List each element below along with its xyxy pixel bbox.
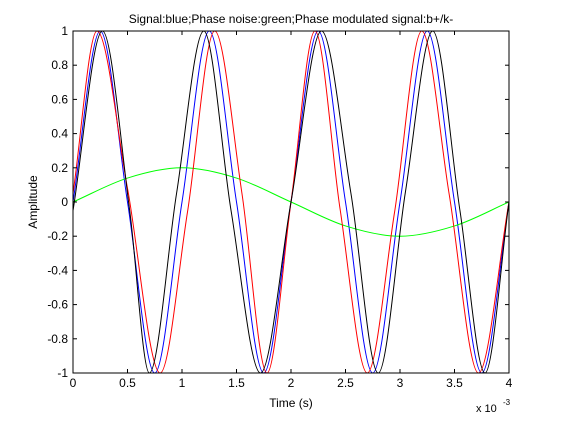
x-tick-label: 3 — [397, 376, 404, 390]
y-tick-label: -1 — [57, 366, 68, 380]
x-exponent-power: -3 — [503, 398, 511, 407]
x-exponent-label: x 10 — [476, 403, 497, 415]
y-tick-label: 0 — [61, 195, 68, 209]
y-tick-label: 0.8 — [51, 58, 68, 72]
x-axis-label: Time (s) — [269, 396, 313, 410]
x-tick-label: 4 — [506, 376, 513, 390]
y-tick-label: 1 — [61, 24, 68, 38]
x-tick-label: 2 — [288, 376, 295, 390]
x-tick-label: 1.5 — [228, 376, 245, 390]
chart-title: Signal:blue;Phase noise:green;Phase modu… — [129, 12, 454, 26]
y-axis-label: Amplitude — [26, 175, 40, 229]
x-tick-label: 2.5 — [337, 376, 354, 390]
y-tick-label: -0.6 — [47, 298, 68, 312]
x-tick-label: 0.5 — [119, 376, 136, 390]
y-tick-label: -0.4 — [47, 263, 68, 277]
y-tick-label: -0.2 — [47, 229, 68, 243]
black-modulated-line — [72, 30, 510, 374]
y-tick-label: 0.6 — [51, 92, 68, 106]
x-tick-label: 1 — [179, 376, 186, 390]
ticks-layer: 0 0.5 1 1.5 2 2.5 3 3.5 4 -1 -0.8 -0.6 -0.4 -0.2 0 0.2 0… — [47, 24, 512, 390]
x-tick-label: 3.5 — [446, 376, 463, 390]
y-tick-label: -0.8 — [47, 332, 68, 346]
series-layer — [72, 30, 510, 374]
y-tick-label: 0.2 — [51, 161, 68, 175]
y-tick-label: 0.4 — [51, 127, 68, 141]
x-tick-label: 0 — [70, 376, 77, 390]
